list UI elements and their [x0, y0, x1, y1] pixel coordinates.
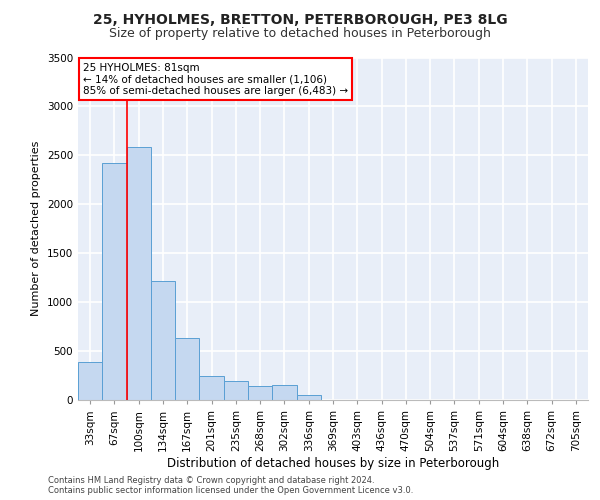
- Bar: [248, 386, 272, 400]
- X-axis label: Distribution of detached houses by size in Peterborough: Distribution of detached houses by size …: [167, 456, 499, 469]
- Text: 25, HYHOLMES, BRETTON, PETERBOROUGH, PE3 8LG: 25, HYHOLMES, BRETTON, PETERBOROUGH, PE3…: [92, 12, 508, 26]
- Bar: [272, 386, 296, 400]
- Bar: [78, 362, 102, 400]
- Bar: [102, 163, 127, 400]
- Bar: [224, 381, 248, 400]
- Bar: [296, 395, 321, 400]
- Bar: [127, 146, 151, 400]
- Bar: [151, 280, 175, 400]
- Text: Size of property relative to detached houses in Peterborough: Size of property relative to detached ho…: [109, 28, 491, 40]
- Text: 25 HYHOLMES: 81sqm
← 14% of detached houses are smaller (1,106)
85% of semi-deta: 25 HYHOLMES: 81sqm ← 14% of detached hou…: [83, 62, 348, 96]
- Bar: [175, 338, 199, 400]
- Bar: [199, 376, 224, 400]
- Y-axis label: Number of detached properties: Number of detached properties: [31, 141, 41, 316]
- Text: Contains HM Land Registry data © Crown copyright and database right 2024.
Contai: Contains HM Land Registry data © Crown c…: [48, 476, 413, 495]
